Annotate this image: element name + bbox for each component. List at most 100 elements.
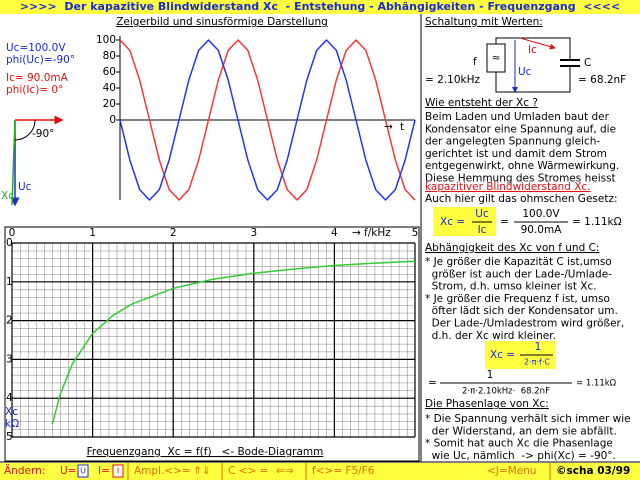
formula-num: 1 <box>487 369 494 381</box>
y-tick-label: 1 <box>6 276 13 288</box>
footer-bar <box>0 463 640 480</box>
cap-label: C <box>584 57 591 69</box>
dep-line: Strom, d.h. umso kleiner ist Xc. <box>425 281 597 293</box>
intro-line: gerichtet ist und damit dem Strom <box>425 148 607 160</box>
data-line <box>119 39 416 201</box>
minor-grid <box>12 243 415 437</box>
phasor-xc-label: Xc <box>1 190 14 202</box>
bode-chart: 0 1 2 3 4 5 0 1 2 3 4 5 <box>6 227 418 443</box>
header-bar <box>0 0 640 14</box>
phasor-xc <box>11 119 16 206</box>
formula-num: 1 <box>535 341 542 353</box>
bode-frame <box>4 226 420 462</box>
phasor-uc-label: Uc <box>18 181 32 193</box>
intro-line: Beim Laden und Umladen baut der <box>425 111 610 123</box>
y-axis-label: kΩ <box>5 418 19 430</box>
footer-c: C <> = <box>228 465 268 477</box>
footer-i: I= <box>98 465 110 477</box>
gen-symbol: ≈ <box>492 52 501 64</box>
footer-i-key: I <box>117 467 119 476</box>
formula-result: = 1.11kΩ <box>576 379 617 389</box>
intro-line: entgegenwirkt, ohne Wärmewirkung. <box>425 160 619 172</box>
circuit-title: Schaltung mit Werten: <box>425 16 543 28</box>
uc-label: Uc <box>518 66 532 78</box>
formula-eq: = <box>428 377 437 389</box>
intro-title: Wie entsteht der Xc ? <box>425 97 538 109</box>
intro-highlight: kapazitiver Blindwiderstand Xc. <box>425 181 591 193</box>
x-axis-label: f/kHz <box>364 227 391 239</box>
y-tick-label: 0 <box>109 114 116 126</box>
uc-value: Uc=100.0V <box>6 42 66 54</box>
phasor-arc <box>14 119 36 141</box>
y-tick-label: 5 <box>6 431 13 443</box>
dep-line: * Je größer die Frequenz f ist, umso <box>425 293 610 305</box>
footer-menu: <J=Menu <box>487 465 537 477</box>
formula-lhs: Xc = <box>490 349 515 361</box>
sine-title: Zeigerbild und sinusförmige Darstellung <box>116 16 328 28</box>
y-tick-label: 100 <box>96 34 116 46</box>
x-tick-label: 3 <box>250 227 257 239</box>
footer-u-key: U <box>80 467 86 476</box>
y-axis-label: Xc <box>5 406 18 418</box>
ic-value: Ic= 90.0mA <box>6 72 69 84</box>
phase-title: Die Phasenlage von Xc: <box>425 398 549 410</box>
x-tick-label: 0 <box>9 227 16 239</box>
footer-f: f<>= F5/F6 <box>312 465 375 477</box>
phasor-angle: -90° <box>32 128 54 140</box>
intro-line: der angelegten Spannung gleich- <box>425 136 600 148</box>
generator <box>486 43 506 73</box>
footer-copy: ©scha 03/99 <box>556 465 630 477</box>
intro-last: Auch hier gilt das ohmschen Gesetz: <box>425 193 618 205</box>
footer-ampl-keys: ⇑⇓ <box>193 465 211 477</box>
x-tick-label: 2 <box>170 227 177 239</box>
dep-line: Der Lade-/Umladestrom wird größer, <box>425 318 624 330</box>
t-arrow: → <box>384 121 393 133</box>
y-tick-label: 60 <box>103 66 116 78</box>
y-tick-label: 20 <box>103 98 116 110</box>
footer-u: U= <box>60 465 76 477</box>
t-label: t <box>400 121 404 133</box>
phi-uc: phi(Uc)=-90° <box>6 54 75 66</box>
phase-line: wie Uc, nämlich -> phi(Xc) = -90°. <box>425 450 616 462</box>
data-line <box>119 39 416 201</box>
formula-result: = 1.11kΩ <box>572 216 622 228</box>
footer-ampl: Ampl.<>= <box>134 465 191 477</box>
data-line <box>51 260 416 425</box>
ic-label: Ic <box>528 44 537 56</box>
sine-chart: 0 20 40 60 80 100 <box>96 34 416 201</box>
x-tick-label: 1 <box>89 227 96 239</box>
y-tick-label: 0 <box>6 237 13 249</box>
phase-line: * Die Spannung verhält sich immer wie <box>425 413 631 425</box>
f-arrow: → <box>352 227 361 239</box>
f-value: = 2.10kHz <box>425 74 480 86</box>
formula-num: Uc <box>475 208 489 220</box>
dep-line: d.h. der Xc wird kleiner. <box>425 330 556 342</box>
dep-line: * Je größer die Kapazität C ist,umso <box>425 256 612 268</box>
formula-den: 2·π·f·C <box>524 358 550 367</box>
wire <box>495 37 571 93</box>
key-box <box>112 464 124 478</box>
y-tick-label: 40 <box>103 82 116 94</box>
x-tick-label: 5 <box>412 227 419 239</box>
dep-title: Abhängigkeit des Xc von f und C: <box>425 242 599 254</box>
y-tick-label: 80 <box>103 50 116 62</box>
phase-line: der Widerstand, an dem sie abfällt. <box>425 425 617 437</box>
formula-num: 100.0V <box>522 208 560 220</box>
intro-line: Kondensator eine Spannung auf, die <box>425 123 616 135</box>
footer-c-keys: ⇐⇒ <box>276 465 294 477</box>
formula-den: 2·π·2.10kHz· 68.2nF <box>462 387 550 397</box>
y-tick-label: 3 <box>6 353 13 365</box>
y-tick-label: 2 <box>6 315 13 327</box>
formula-lhs: Xc = <box>440 216 465 228</box>
bode-title: Frequenzgang Xc = f(f) <- Bode-Diagramm <box>87 446 324 458</box>
header-title: >>>> Der kapazitive Blindwiderstand Xc -… <box>20 0 620 13</box>
dep-line: größer ist auch der Lade-/Umlade- <box>425 268 612 280</box>
dep-text: * Je größer die Kapazität C ist,umso grö… <box>425 256 624 342</box>
intro-line: Diese Hemmung des Stromes heisst <box>425 173 616 185</box>
gen-label: f <box>473 56 477 68</box>
footer-change: Ändern: <box>4 464 45 477</box>
phase-line: * Somit hat auch Xc die Phasenlage <box>425 438 613 450</box>
c-value: = 68.2nF <box>578 74 626 86</box>
phi-ic: phi(Ic)= 0° <box>6 84 63 96</box>
